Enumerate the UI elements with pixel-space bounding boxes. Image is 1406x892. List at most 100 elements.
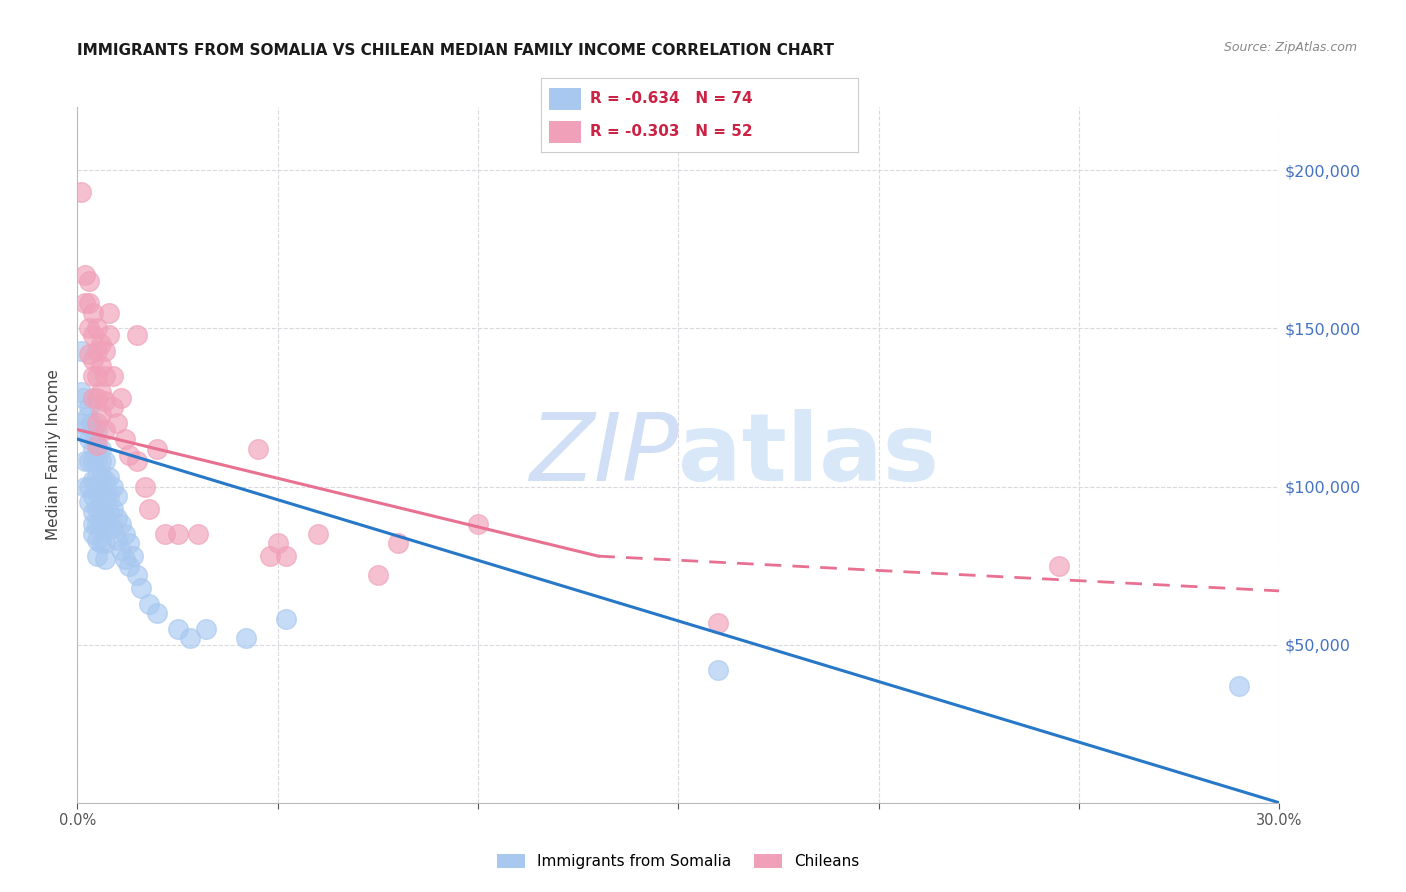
Point: [90, 454, 112, 468]
Bar: [550, 121, 581, 143]
Point: [72, 391, 94, 405]
Point: [86, 517, 108, 532]
Point: [86, 549, 108, 563]
Point: [90, 536, 112, 550]
Point: [94, 454, 117, 468]
Point: [90, 359, 112, 374]
Point: [90, 517, 112, 532]
Point: [86, 533, 108, 548]
Point: [127, 327, 149, 342]
Point: [94, 521, 117, 535]
Point: [86, 391, 108, 405]
Point: [1229, 679, 1251, 693]
Point: [98, 505, 121, 519]
Point: [110, 542, 132, 557]
Text: ZIP: ZIP: [529, 409, 679, 500]
Point: [90, 384, 112, 399]
Point: [131, 581, 153, 595]
Point: [86, 486, 108, 500]
Point: [75, 296, 97, 310]
Point: [138, 597, 160, 611]
Point: [94, 343, 117, 358]
Point: [86, 501, 108, 516]
Point: [707, 615, 730, 630]
Point: [82, 305, 104, 319]
Text: Source: ZipAtlas.com: Source: ZipAtlas.com: [1223, 40, 1357, 54]
Point: [114, 527, 136, 541]
Point: [707, 663, 730, 677]
Point: [86, 343, 108, 358]
Point: [274, 549, 297, 563]
Point: [82, 391, 104, 405]
Point: [79, 479, 101, 493]
Point: [235, 632, 257, 646]
Point: [103, 479, 125, 493]
Point: [79, 432, 101, 446]
Point: [107, 489, 129, 503]
Point: [467, 517, 489, 532]
Point: [98, 470, 121, 484]
Point: [76, 409, 98, 424]
Point: [90, 442, 112, 456]
Point: [127, 568, 149, 582]
Point: [134, 479, 156, 493]
Point: [146, 606, 169, 620]
Point: [98, 521, 121, 535]
Point: [90, 470, 112, 484]
Point: [86, 438, 108, 452]
Point: [114, 432, 136, 446]
Point: [274, 612, 297, 626]
Point: [82, 368, 104, 383]
Point: [166, 622, 188, 636]
Point: [107, 417, 129, 431]
Point: [94, 489, 117, 503]
Point: [70, 417, 93, 431]
Point: [82, 473, 104, 487]
Point: [90, 501, 112, 516]
Point: [110, 517, 132, 532]
Point: [86, 368, 108, 383]
Point: [90, 337, 112, 351]
Point: [82, 454, 104, 468]
Point: [179, 632, 201, 646]
Point: [98, 327, 121, 342]
Text: R = -0.634   N = 74: R = -0.634 N = 74: [591, 92, 754, 106]
Point: [80, 417, 103, 431]
Point: [114, 552, 136, 566]
Point: [107, 533, 129, 548]
Point: [82, 442, 104, 456]
Point: [98, 305, 121, 319]
Point: [118, 558, 141, 573]
Point: [69, 343, 91, 358]
Text: atlas: atlas: [679, 409, 939, 501]
Point: [79, 454, 101, 468]
Point: [94, 505, 117, 519]
Legend: Immigrants from Somalia, Chileans: Immigrants from Somalia, Chileans: [491, 847, 866, 875]
Point: [307, 527, 329, 541]
Point: [70, 186, 93, 200]
Point: [246, 442, 269, 456]
Text: IMMIGRANTS FROM SOMALIA VS CHILEAN MEDIAN FAMILY INCOME CORRELATION CHART: IMMIGRANTS FROM SOMALIA VS CHILEAN MEDIA…: [77, 43, 834, 58]
Point: [387, 536, 409, 550]
Point: [155, 527, 177, 541]
Point: [90, 407, 112, 421]
Point: [103, 401, 125, 415]
Point: [103, 521, 125, 535]
Point: [82, 489, 104, 503]
Point: [82, 327, 104, 342]
Point: [98, 489, 121, 503]
Point: [138, 501, 160, 516]
Point: [103, 368, 125, 383]
Point: [1047, 558, 1070, 573]
Point: [187, 527, 209, 541]
Point: [82, 423, 104, 437]
Point: [110, 391, 132, 405]
Point: [94, 368, 117, 383]
Point: [79, 401, 101, 415]
Point: [79, 495, 101, 509]
Point: [75, 423, 97, 437]
Point: [118, 536, 141, 550]
Point: [94, 473, 117, 487]
Point: [70, 384, 93, 399]
Text: R = -0.303   N = 52: R = -0.303 N = 52: [591, 124, 754, 139]
